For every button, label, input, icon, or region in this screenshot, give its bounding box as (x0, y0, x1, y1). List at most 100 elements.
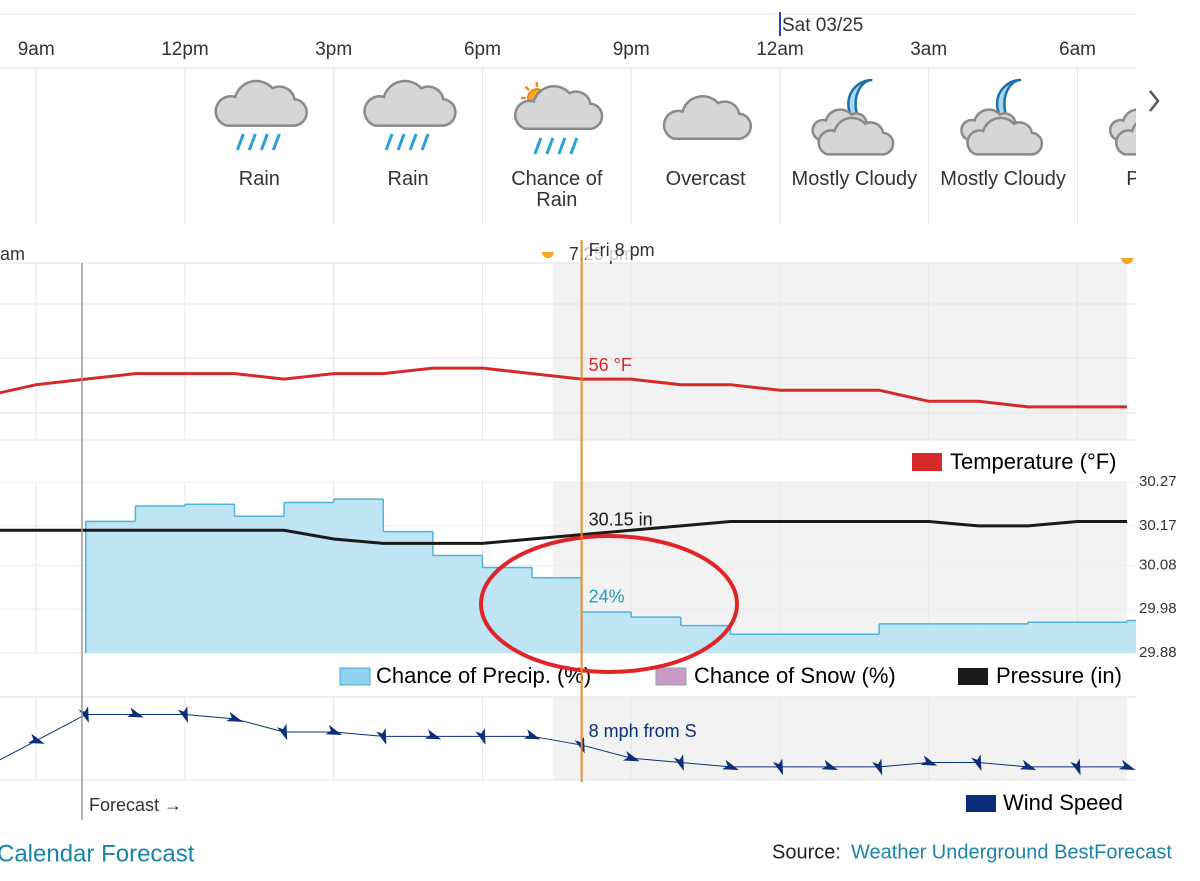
precip-bar (730, 634, 780, 653)
date-label: Sat 03/25 (782, 15, 863, 36)
pressure-readout: 30.15 in (589, 509, 653, 529)
x-tick-label: 6pm (464, 39, 501, 60)
cloud (1115, 122, 1136, 156)
cloud (817, 116, 895, 156)
calendar-link[interactable]: Calendar Forecast (0, 840, 195, 867)
precip-bar (383, 531, 433, 653)
precip-bar (333, 499, 384, 653)
cursor-label: Fri 8 pm (589, 240, 655, 260)
y-tick-label: 30.08 (1139, 556, 1177, 573)
legend-swatch (912, 453, 942, 471)
x-tick-label: 9am (18, 39, 55, 60)
precip-bar (234, 516, 285, 653)
x-tick-label: 9pm (613, 39, 650, 60)
condition-icon (960, 78, 1044, 156)
pressure-line (0, 519, 1128, 545)
condition-labels: Rain Rain Chance of Rain Overcast Mostly Clo… (0, 0, 1136, 230)
legend-label: Pressure (in) (996, 663, 1122, 688)
cloud (966, 116, 1044, 156)
condition-label: Chance of Rain (511, 168, 603, 211)
wind-marker (772, 758, 784, 776)
precip-bar (631, 617, 681, 653)
plots (0, 303, 1136, 776)
night-shade (552, 263, 1128, 440)
wind-marker (872, 758, 883, 776)
wind-marker (622, 751, 640, 762)
precip-bar (532, 577, 582, 653)
wind-marker (424, 729, 442, 740)
precip-bar (284, 502, 334, 653)
legend-label: Chance of Snow (%) (694, 663, 896, 688)
raindrop (557, 137, 567, 155)
condition-icon (214, 79, 308, 151)
wind-marker (27, 733, 45, 744)
precip-bar (432, 555, 483, 653)
condition-icon (363, 79, 457, 151)
wind-marker (226, 711, 243, 722)
moon (1146, 80, 1170, 128)
wind-marker (920, 755, 938, 766)
precip-bar (779, 634, 830, 653)
wind-marker (127, 707, 144, 718)
y-tick-label: 30.17 (1139, 517, 1177, 534)
precip-bar (978, 623, 1028, 653)
x-tick-label: 3am (910, 39, 947, 60)
precip-bar (928, 623, 979, 653)
raindrop (569, 137, 579, 155)
cloud (363, 79, 457, 127)
wind-marker (1070, 758, 1081, 776)
cursor-label-bg (585, 241, 670, 261)
wind-marker (1118, 759, 1136, 770)
cloud (214, 79, 308, 127)
wind-marker (971, 754, 982, 771)
x-tick-label: 12pm (161, 39, 209, 60)
precip-bar (1127, 620, 1136, 653)
precip-bar (85, 521, 136, 653)
sun-event (541, 252, 554, 258)
wind-marker (277, 723, 288, 741)
x-tick-label: 6am (1059, 39, 1096, 60)
y-tick-label: 29.98 (1139, 600, 1177, 617)
raindrop (396, 133, 406, 151)
legend-label: Wind Speed (1003, 790, 1123, 815)
wind-marker (475, 728, 486, 745)
cloud (662, 95, 752, 141)
condition-label: Mostly Cloudy (940, 168, 1066, 190)
condition-label: Rain (238, 168, 280, 190)
condition-label: Partly (1126, 168, 1136, 190)
raindrop (408, 133, 418, 151)
wind-marker (523, 729, 541, 740)
raindrop (247, 133, 257, 151)
precip-bar (581, 611, 632, 653)
condition-label: Mostly Cloudy (791, 168, 918, 190)
night-shade (552, 697, 1128, 780)
raindrop (259, 133, 269, 151)
condition-icon (1108, 80, 1170, 156)
wind-marker (821, 759, 839, 770)
raindrop (271, 133, 281, 151)
cloud (514, 85, 604, 131)
legend-swatch (655, 667, 687, 686)
legend-swatch (958, 668, 988, 685)
precip-bar (829, 634, 880, 653)
precip-bar (1077, 622, 1128, 653)
sun-event (1121, 258, 1134, 264)
y-tick-label: 30.27 (1139, 473, 1177, 490)
wind-marker (1019, 759, 1037, 770)
raindrop (235, 133, 245, 151)
precip-bar (482, 567, 533, 653)
source-link[interactable]: Weather Underground BestForecast (851, 841, 1172, 863)
legend-swatch (339, 667, 371, 686)
condition-label: Overcast (665, 168, 746, 190)
wind-readout: 8 mph from S (589, 721, 697, 741)
x-tick-label: 12am (756, 39, 804, 60)
wind-marker (177, 706, 189, 723)
sun-ray (524, 85, 530, 92)
wind-line (0, 713, 1128, 768)
legend-label: Temperature (°F) (950, 449, 1117, 474)
precip-readout: 24% (589, 587, 625, 607)
next-arrow[interactable] (1149, 90, 1160, 112)
legend: Temperature (°F) Chance of Precip. (%) C… (339, 449, 1123, 815)
